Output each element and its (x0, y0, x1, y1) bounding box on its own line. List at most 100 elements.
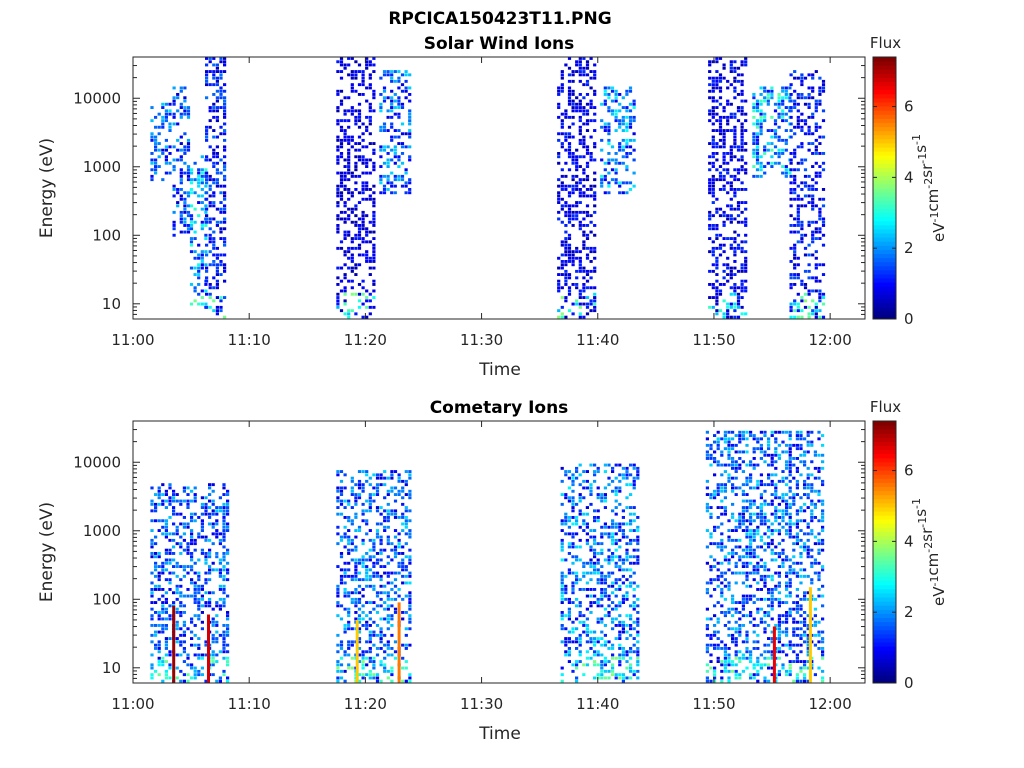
flux-cell (745, 601, 749, 604)
flux-cell (404, 666, 408, 670)
flux-cell (723, 597, 727, 601)
flux-cell (193, 250, 197, 254)
flux-cell (179, 155, 183, 159)
flux-cell (354, 76, 358, 80)
flux-cell (738, 676, 742, 680)
colorbar-swatch (873, 216, 896, 222)
flux-cell (361, 155, 365, 159)
flux-cell (223, 266, 227, 270)
flux-cell (789, 224, 793, 227)
flux-cell (756, 463, 760, 467)
flux-cell (368, 122, 372, 126)
flux-cell (718, 138, 723, 142)
flux-cell (821, 152, 826, 155)
flux-cell (357, 653, 362, 657)
flux-cell (379, 106, 383, 109)
flux-cell (571, 620, 575, 624)
flux-cell (208, 604, 212, 608)
flux-cell (821, 197, 826, 201)
flux-cell (818, 86, 822, 90)
flux-cell (807, 188, 811, 191)
flux-cell (222, 591, 226, 595)
flux-cell (756, 565, 760, 568)
flux-cell (729, 315, 733, 319)
flux-cell (767, 637, 771, 640)
flux-cell (182, 611, 186, 614)
flux-cell (596, 558, 600, 562)
flux-cell (741, 529, 745, 532)
flux-cell (215, 135, 219, 139)
flux-cell (347, 653, 351, 657)
flux-cell (368, 669, 372, 673)
flux-cell (339, 289, 344, 293)
flux-cell (749, 463, 753, 467)
flux-cell (777, 152, 781, 155)
flux-cell (571, 99, 575, 103)
flux-cell (711, 178, 715, 182)
flux-cell (361, 220, 365, 224)
flux-cell (770, 165, 774, 168)
flux-cell (354, 233, 358, 237)
flux-cell (383, 650, 387, 654)
flux-cell (818, 207, 822, 211)
flux-cell (223, 63, 227, 67)
flux-cell (632, 132, 636, 136)
flux-cell (222, 522, 226, 526)
flux-cell (618, 161, 622, 165)
flux-cell (200, 620, 204, 624)
flux-cell (718, 207, 723, 211)
flux-cell (157, 673, 161, 677)
flux-cell (564, 260, 568, 263)
flux-cell (611, 535, 615, 539)
flux-cell (629, 581, 633, 585)
flux-cell (578, 525, 582, 529)
flux-cell (777, 102, 781, 106)
flux-cell (205, 279, 209, 283)
flux-cell (379, 574, 383, 578)
flux-cell (215, 178, 219, 182)
flux-cell (796, 315, 800, 319)
flux-cell (718, 86, 723, 90)
flux-cell (368, 637, 372, 640)
flux-cell (557, 86, 561, 90)
flux-cell (560, 545, 564, 549)
flux-cell (582, 73, 586, 77)
flux-cell (582, 233, 586, 237)
flux-cell (354, 561, 358, 565)
flux-cell (736, 204, 741, 208)
flux-cell (740, 210, 744, 214)
flux-cell (564, 132, 568, 136)
flux-cell (736, 73, 741, 77)
flux-cell (223, 243, 227, 247)
flux-cell (625, 168, 629, 172)
flux-cell (157, 660, 161, 663)
flux-cell (404, 519, 408, 523)
flux-cell (745, 584, 749, 588)
flux-cell (611, 538, 615, 542)
flux-cell (607, 611, 611, 614)
flux-cell (154, 168, 158, 172)
flux-cell (589, 489, 593, 493)
flux-cell (365, 165, 369, 168)
flux-cell (393, 174, 397, 178)
flux-cell (223, 269, 227, 273)
flux-cell (575, 165, 579, 168)
flux-cell (347, 594, 351, 598)
flux-cell (578, 633, 582, 637)
flux-cell (733, 292, 737, 296)
flux-cell (578, 499, 582, 503)
flux-cell (636, 542, 640, 546)
flux-cell (386, 73, 390, 77)
flux-cell (197, 532, 201, 536)
flux-cell (603, 624, 607, 627)
flux-cell (818, 93, 822, 96)
flux-cell (800, 227, 804, 231)
flux-cell (784, 96, 788, 100)
flux-cell (215, 269, 219, 273)
flux-cell (197, 168, 201, 172)
flux-cell (727, 519, 731, 523)
flux-cell (578, 70, 582, 73)
flux-cell (175, 627, 179, 631)
flux-cell (749, 532, 753, 536)
flux-cell (749, 650, 753, 654)
